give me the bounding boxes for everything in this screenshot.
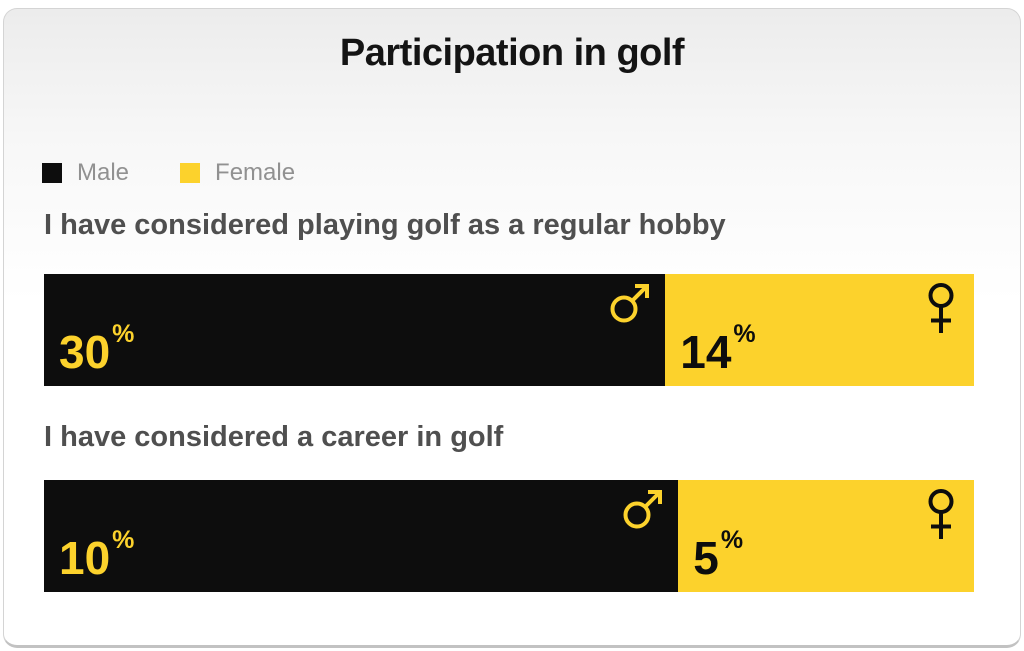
question-hobby: I have considered playing golf as a regu… xyxy=(44,209,726,241)
bar-row-career: 10% 5% xyxy=(44,480,974,592)
percent-sign: % xyxy=(720,526,744,555)
legend-female-swatch xyxy=(180,163,201,183)
chart-card: Participation in golf Male Female I have… xyxy=(3,8,1021,648)
female-bar-segment: 14% xyxy=(665,274,974,386)
male-value-label: 30% xyxy=(59,320,135,379)
female-value-label: 14% xyxy=(680,320,756,379)
male-value-label: 10% xyxy=(59,526,135,585)
female-symbol-icon xyxy=(924,489,958,541)
male-bar-segment: 10% xyxy=(44,480,679,592)
legend-female-label: Female xyxy=(215,159,296,186)
question-career: I have considered a career in golf xyxy=(44,421,504,453)
female-bar-segment: 5% xyxy=(678,480,974,592)
percent-sign: % xyxy=(733,320,756,349)
percent-sign: % xyxy=(112,526,135,555)
legend: Male Female xyxy=(42,161,295,185)
male-symbol-icon xyxy=(621,489,665,531)
chart-title: Participation in golf xyxy=(339,32,685,74)
legend-male-swatch xyxy=(42,163,62,183)
bar-row-hobby: 30% 14% xyxy=(44,274,974,386)
male-bar-segment: 30% xyxy=(44,274,666,386)
female-value-label: 5% xyxy=(693,526,744,585)
percent-sign: % xyxy=(112,320,135,349)
legend-male-label: Male xyxy=(77,159,130,186)
male-symbol-icon xyxy=(608,283,652,325)
female-symbol-icon xyxy=(924,283,958,335)
